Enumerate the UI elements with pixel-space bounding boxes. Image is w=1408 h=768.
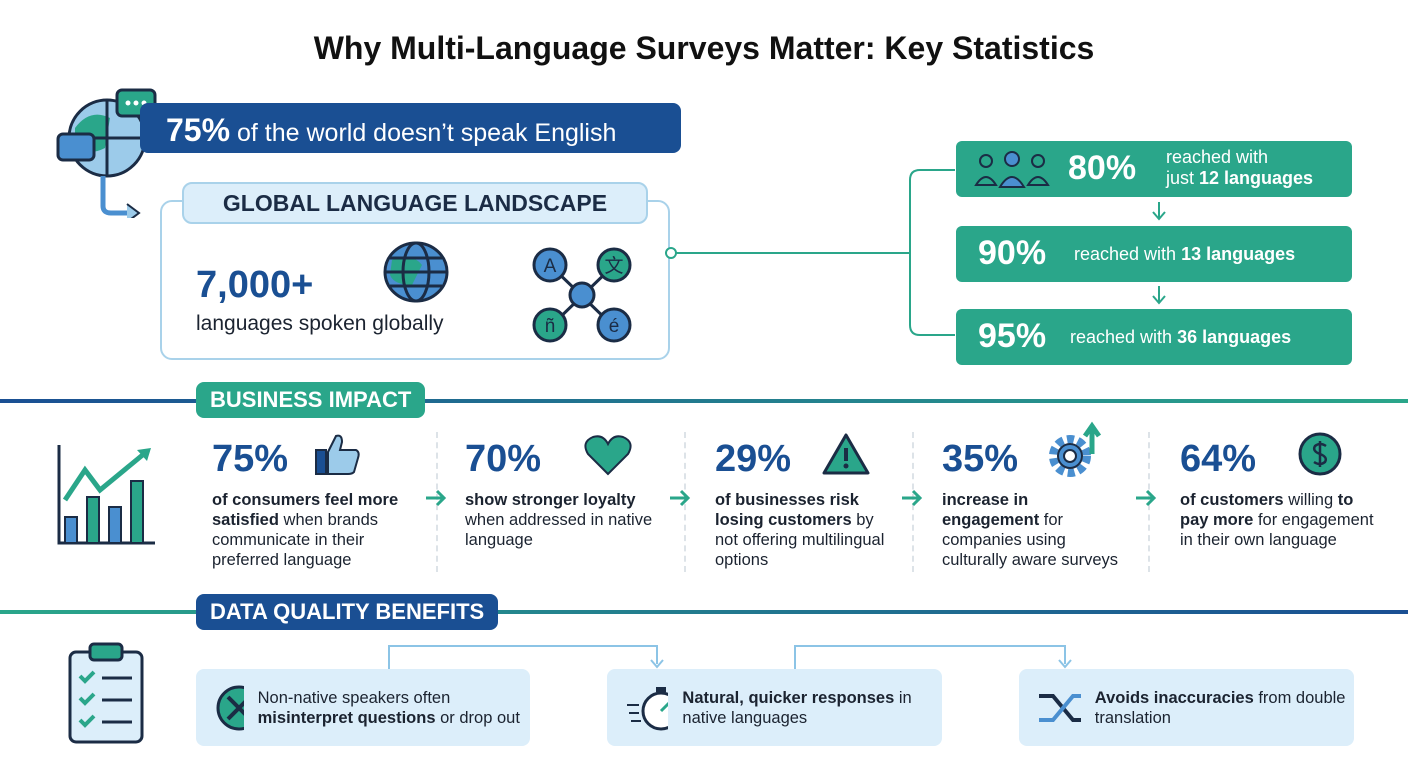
reach-95-bold: 36 languages (1177, 327, 1292, 347)
heart-icon (584, 435, 632, 476)
people-group-icon (974, 151, 1050, 188)
landscape-title: GLOBAL LANGUAGE LANDSCAPE (182, 182, 648, 224)
quality-misinterpret: Non-native speakers often misinterpret q… (196, 669, 530, 746)
divider (436, 432, 438, 572)
stat-bold: of consumers feel more satisfied (212, 491, 399, 529)
quality-text: Non-native speakers often (257, 688, 451, 707)
thumbs-up-icon (315, 434, 360, 475)
arrow-down-icon (1152, 202, 1166, 221)
arrow-down-icon (1152, 286, 1166, 305)
arrow-right-icon (670, 489, 691, 507)
stat-pct: 35% (942, 438, 1019, 480)
quality-bold: Natural, quicker responses (682, 688, 895, 707)
english-stat-banner: 75% of the world doesn’t speak English (140, 103, 681, 153)
reach-80: 80% reached with just 12 languages (956, 141, 1352, 197)
stat-text: when addressed in native language (465, 511, 653, 549)
reach-connector (665, 169, 955, 336)
reach-90-bold: 13 languages (1181, 244, 1296, 264)
arrow-right-icon (902, 489, 923, 507)
stat-bold2: to pay more (1180, 491, 1354, 529)
stat-text: by not offering multilingual options (715, 511, 885, 569)
reach-80-text2: just (1166, 168, 1200, 188)
business-impact-title: BUSINESS IMPACT (196, 382, 426, 418)
stat-text: when brands communicate in their preferr… (212, 511, 379, 569)
globe-speech-icon (56, 88, 157, 218)
glyph-a: A (544, 256, 557, 277)
arrow-right-icon (1136, 489, 1157, 507)
stat-text2: for engagement in their own language (1180, 511, 1374, 549)
quality-text: or drop out (435, 708, 520, 727)
reach-80-pct: 80% (1068, 149, 1137, 187)
banner-pct: 75% (166, 112, 231, 148)
quality-text: from double translation (1094, 688, 1346, 727)
x-circle-icon (216, 685, 244, 730)
stat-text: for companies using culturally aware sur… (942, 511, 1119, 569)
translation-network-icon: A 文 ñ é (532, 247, 632, 343)
quality-quicker: Natural, quicker responses in native lan… (607, 669, 942, 746)
warning-icon (822, 433, 870, 475)
reach-80-text1: reached with (1166, 147, 1269, 167)
quality-bold: misinterpret questions (257, 708, 436, 727)
stat-satisfied: 75% of consumers feel more satisfied when… (212, 438, 417, 570)
stat-bold: show stronger loyalty (465, 491, 636, 509)
stat-loyalty: 70% show stronger loyalty when addressed … (465, 438, 660, 550)
data-quality-title: DATA QUALITY BENEFITS (196, 594, 499, 630)
reach-95-text: reached with (1070, 327, 1178, 347)
glyph-e: é (609, 316, 620, 337)
stat-engagement: 35% increase in engagement for companies … (942, 438, 1122, 570)
page-title: Why Multi-Language Surveys Matter: Key S… (313, 30, 1095, 66)
stat-pct: 75% (212, 438, 289, 480)
arrow-right-icon (426, 489, 447, 507)
quality-connectors (388, 645, 1072, 670)
quality-text: in native languages (682, 688, 912, 727)
stat-pct: 29% (715, 438, 792, 480)
reach-95: 95% reached with 36 languages (956, 309, 1352, 365)
shuffle-icon (1039, 693, 1081, 722)
section-divider (0, 610, 1408, 614)
glyph-wen: 文 (604, 255, 623, 277)
stat-risk: 29% of businesses risk losing customers b… (715, 438, 893, 570)
language-count: 7,000+ (196, 264, 314, 306)
language-caption: languages spoken globally (196, 312, 444, 335)
stat-text: willing (1283, 491, 1338, 509)
section-divider (0, 399, 1408, 403)
stat-bold: of businesses risk losing customers (715, 491, 859, 529)
quality-accuracy: Avoids inaccuracies from double translat… (1019, 669, 1354, 746)
reach-90: 90% reached with 13 languages (956, 226, 1352, 282)
reach-90-pct: 90% (978, 234, 1047, 272)
stat-pay-more: 64% of customers willing to pay more for … (1180, 438, 1380, 550)
gear-up-icon (1049, 421, 1102, 477)
banner-text: of the world doesn’t speak English (237, 119, 617, 147)
quality-bold: Avoids inaccuracies (1094, 688, 1254, 707)
dollar-icon (1298, 432, 1342, 476)
reach-80-bold: 12 languages (1199, 168, 1314, 188)
divider (912, 432, 914, 572)
stat-pct: 64% (1180, 438, 1257, 480)
globe-icon (383, 241, 449, 303)
stat-pct: 70% (465, 438, 542, 480)
stat-bold: of customers (1180, 491, 1284, 509)
stopwatch-icon (627, 686, 669, 730)
reach-95-pct: 95% (978, 317, 1047, 355)
stat-bold: increase in engagement (942, 491, 1040, 529)
checklist-icon (68, 642, 144, 744)
reach-90-text: reached with (1074, 244, 1182, 264)
growth-chart-icon (57, 445, 155, 545)
glyph-n: ñ (545, 316, 556, 337)
